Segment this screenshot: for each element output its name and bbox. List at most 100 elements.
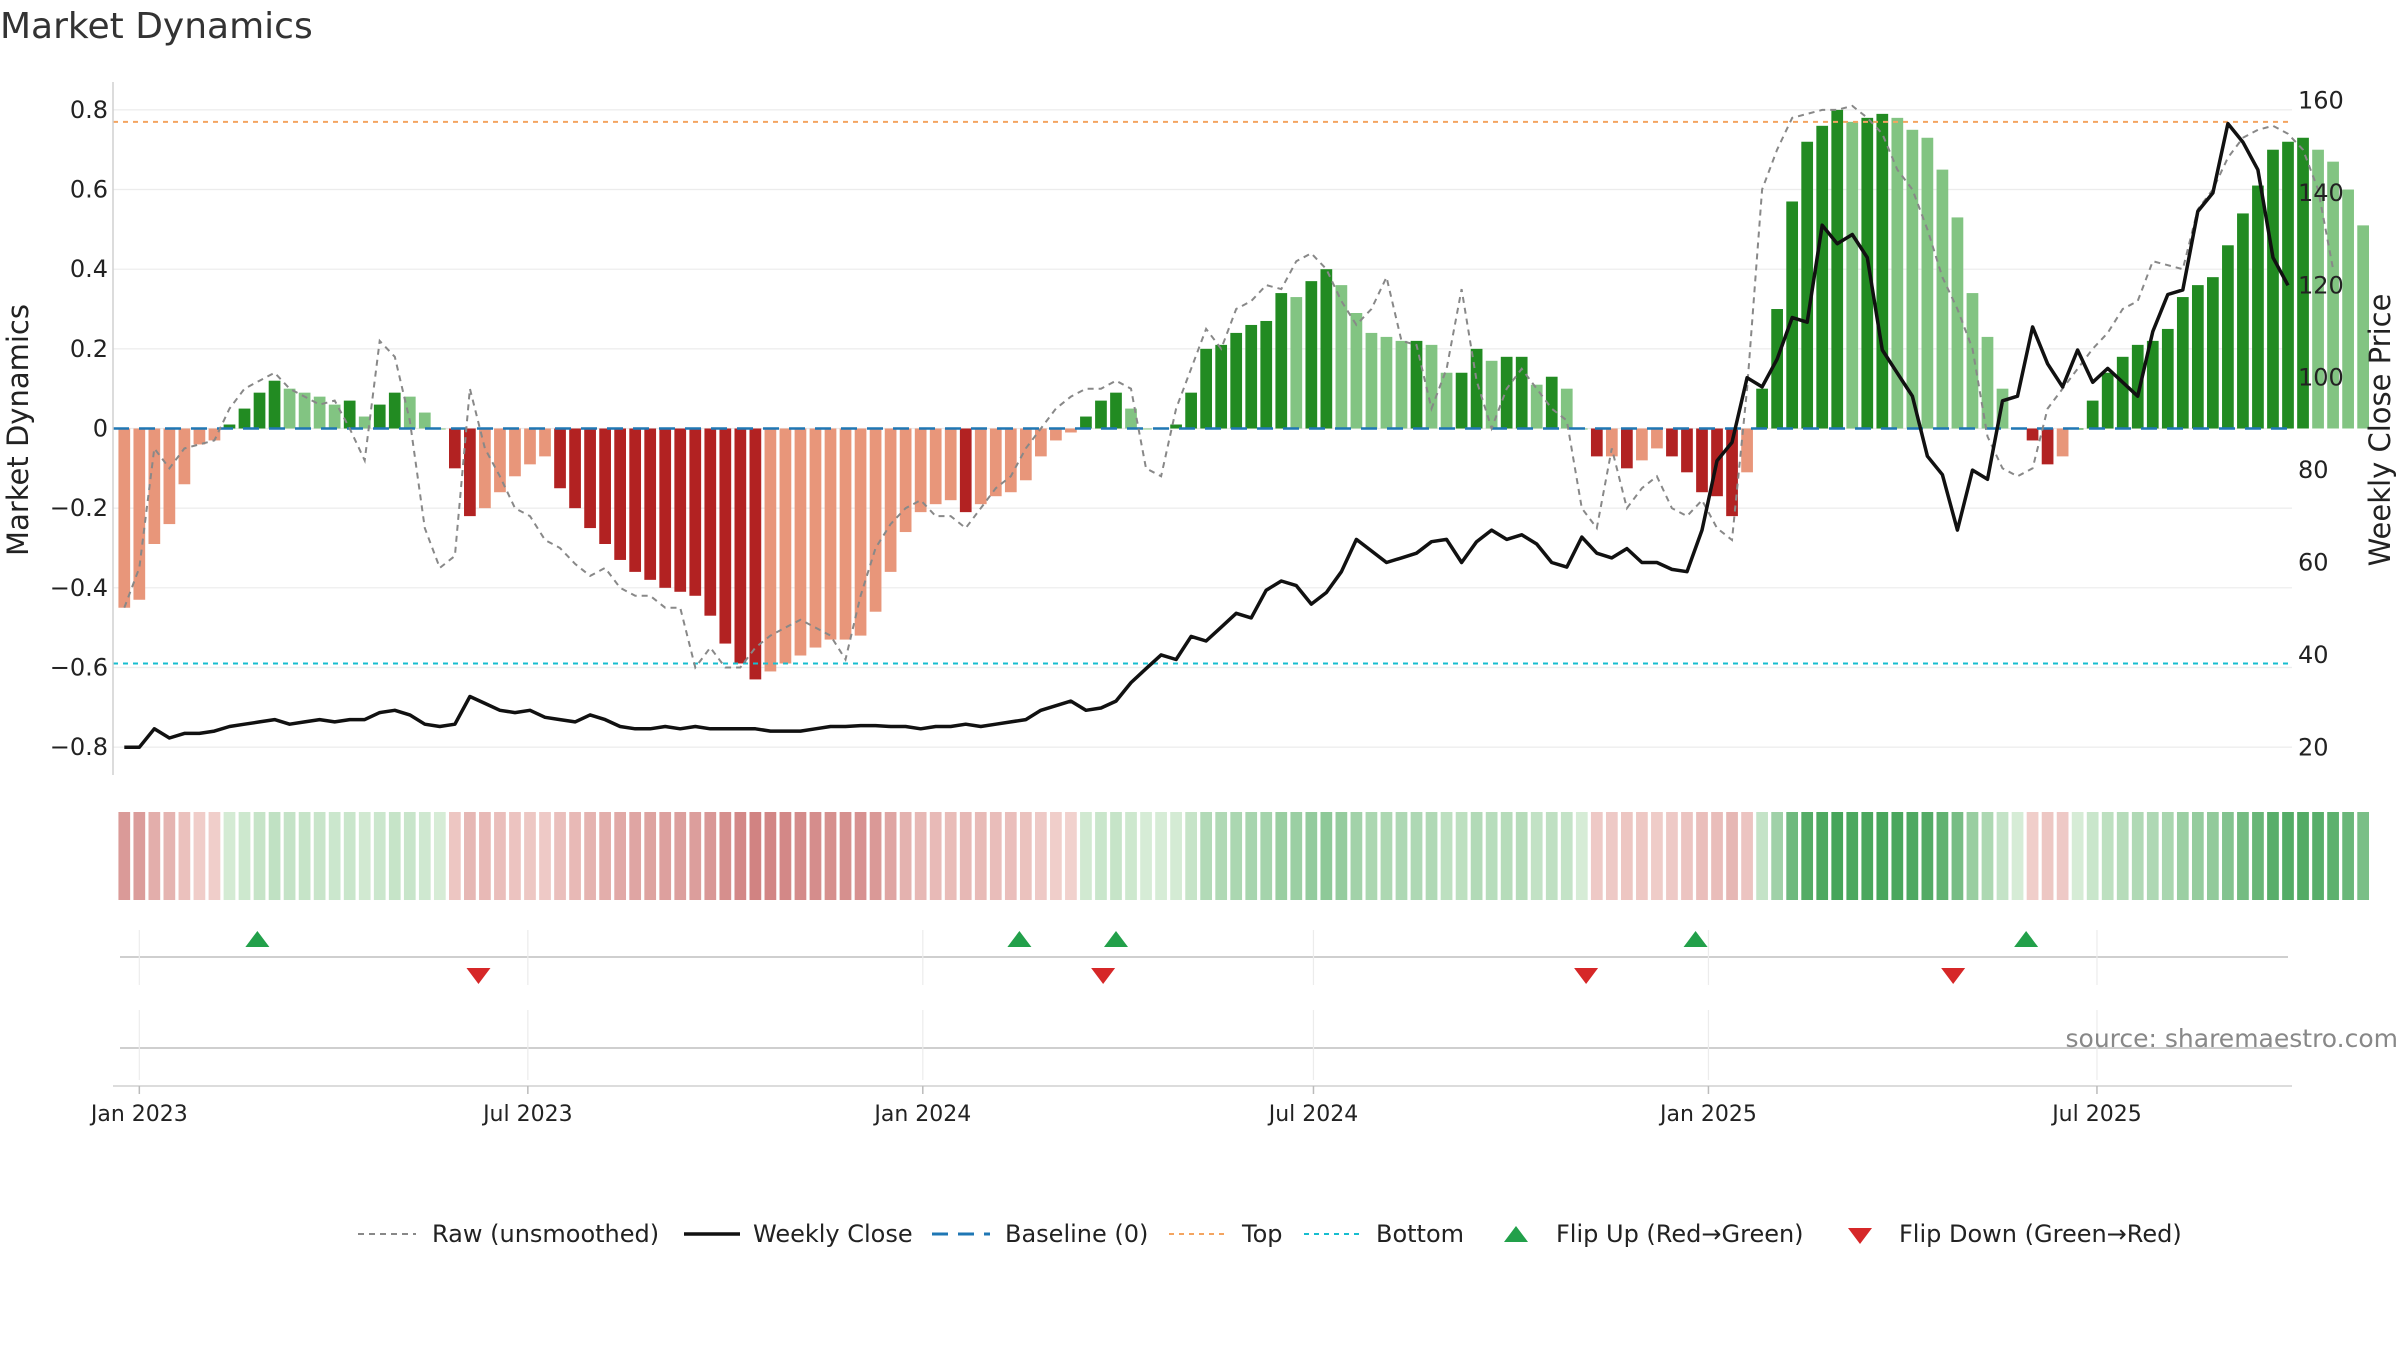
dynamics-bar (1891, 117, 1904, 429)
heat-cell (1891, 812, 1904, 900)
heat-cell (644, 812, 657, 900)
heat-cell (1981, 812, 1994, 900)
right-tick-label: 60 (2298, 548, 2329, 576)
dynamics-bar (1756, 388, 1768, 429)
dynamics-bar (1019, 428, 1032, 481)
x-tick-label: Jul 2025 (2050, 1102, 2142, 1127)
legend-label: Top (1241, 1220, 1283, 1248)
dynamics-bar (2131, 344, 2144, 429)
dynamics-bar (1696, 428, 1708, 493)
heat-cell (2116, 812, 2129, 900)
dynamics-bar (1245, 324, 1258, 429)
heat-cell (118, 812, 131, 900)
heat-cell (1230, 812, 1243, 900)
heat-cell (1651, 812, 1663, 900)
dynamics-bar (1035, 428, 1047, 457)
x-tick-label: Jul 2024 (1267, 1102, 1359, 1127)
dynamics-bar (659, 428, 672, 588)
dynamics-bar (1515, 356, 1528, 429)
heat-cell (1951, 812, 1964, 900)
heat-cell (809, 812, 822, 900)
empty-panel (113, 1010, 2292, 1087)
heat-cell (1575, 812, 1588, 900)
heat-cell (614, 812, 627, 900)
dynamics-bar (328, 404, 341, 429)
heat-cell (1485, 812, 1498, 900)
heat-cell (599, 812, 611, 900)
flip-down-marker (466, 968, 491, 984)
heat-cell (479, 812, 491, 900)
heat-cell (1185, 812, 1197, 900)
dynamics-bar (914, 428, 927, 513)
heat-cell (2056, 812, 2069, 900)
source-credit: source: sharemaestro.com (2066, 1024, 2399, 1053)
heat-cell (629, 812, 642, 900)
heat-cell (689, 812, 702, 900)
heat-cell (2011, 812, 2024, 900)
heat-cell (974, 812, 987, 900)
dynamics-bar (1110, 392, 1122, 429)
heat-cell (148, 812, 161, 900)
dynamics-bar (584, 428, 596, 529)
dynamics-bar (2342, 189, 2354, 429)
legend-label: Flip Up (Red→Green) (1556, 1220, 1804, 1248)
dynamics-bar (1185, 392, 1197, 429)
right-tick-label: 80 (2298, 456, 2329, 484)
left-tick-label: 0.4 (70, 255, 108, 283)
legend-label: Raw (unsmoothed) (432, 1220, 659, 1248)
heat-cell (1260, 812, 1273, 900)
dynamics-bar (1410, 340, 1423, 429)
heat-cell (869, 812, 882, 900)
dynamics-bar (2101, 372, 2114, 429)
dynamics-bar (974, 428, 987, 505)
dynamics-bar (929, 428, 942, 505)
heat-cell (794, 812, 807, 900)
dynamics-bar (2176, 297, 2189, 429)
heat-cell (539, 812, 551, 900)
regime-heat-strip (118, 812, 2369, 900)
dynamics-bar (343, 400, 356, 429)
dynamics-bar (1290, 297, 1303, 429)
heat-cell (674, 812, 687, 900)
heat-cell (1410, 812, 1423, 900)
heat-cell (1906, 812, 1919, 900)
heat-cell (1726, 812, 1738, 900)
dynamics-bar (1545, 376, 1558, 429)
dynamics-bar (283, 388, 296, 429)
heat-cell (328, 812, 341, 900)
heat-cell (944, 812, 957, 900)
heat-cell (1590, 812, 1603, 900)
dynamics-bar (1816, 125, 1829, 429)
dynamics-bar (2252, 185, 2264, 429)
dynamics-bar (1666, 428, 1678, 457)
heat-cell (584, 812, 596, 900)
heat-cell (854, 812, 867, 900)
right-axis-label: Weekly Close Price (2363, 294, 2397, 567)
heat-cell (914, 812, 927, 900)
dynamics-bar (1395, 340, 1408, 429)
dynamics-bar (208, 428, 221, 441)
heat-cell (2071, 812, 2084, 900)
heat-cell (418, 812, 431, 900)
dynamics-bar (1275, 293, 1288, 429)
x-tick-label: Jan 2024 (872, 1102, 971, 1127)
flip-up-marker (245, 931, 270, 947)
chart-title: Market Dynamics (0, 6, 313, 47)
dynamics-bar (268, 380, 281, 429)
heat-cell (1200, 812, 1213, 900)
heat-cell (959, 812, 972, 900)
heat-cell (1425, 812, 1438, 900)
dynamics-bar (1470, 348, 1483, 429)
legend: Raw (unsmoothed) Weekly Close Baseline (0)… (358, 1220, 2182, 1248)
heat-cell (223, 812, 236, 900)
heat-cell (839, 812, 852, 900)
dynamics-bar (1260, 320, 1273, 429)
legend-label: Baseline (0) (1005, 1220, 1148, 1248)
heat-cell (704, 812, 717, 900)
heat-cell (1380, 812, 1393, 900)
heat-cell (509, 812, 521, 900)
dynamics-bar (253, 392, 266, 429)
heat-cell (1035, 812, 1047, 900)
heat-cell (494, 812, 506, 900)
heat-cell (1155, 812, 1167, 900)
